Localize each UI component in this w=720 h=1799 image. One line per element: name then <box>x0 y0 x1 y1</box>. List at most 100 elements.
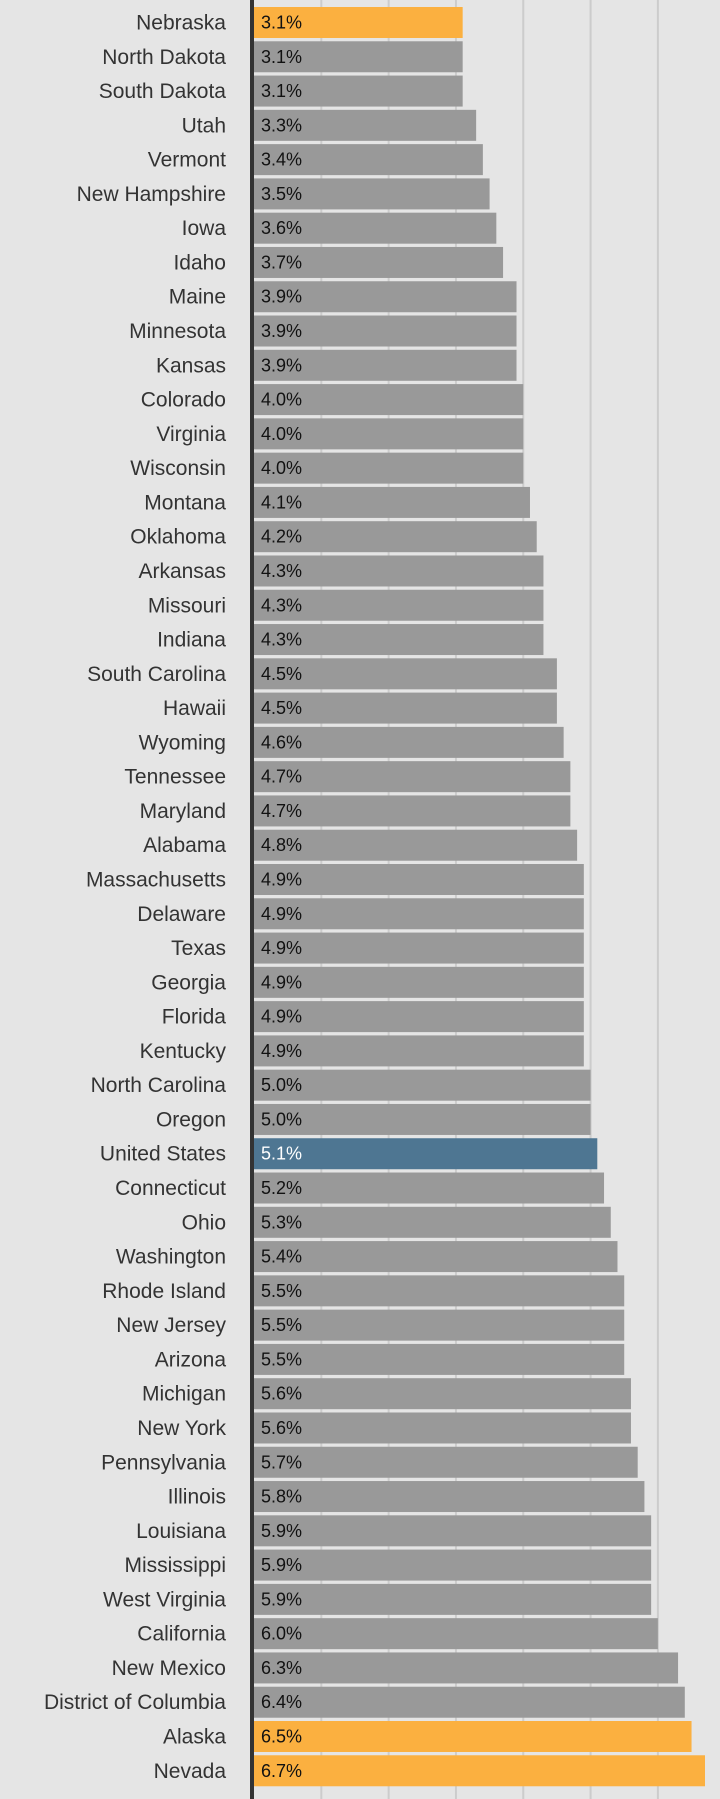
category-label-wisconsin: Wisconsin <box>130 457 226 480</box>
category-label-new-hampshire: New Hampshire <box>77 183 226 206</box>
value-label-arkansas: 4.3% <box>261 561 302 581</box>
value-label-idaho: 3.7% <box>261 252 302 272</box>
value-label-louisiana: 5.9% <box>261 1521 302 1541</box>
value-label-michigan: 5.6% <box>261 1384 302 1404</box>
category-label-iowa: Iowa <box>182 217 227 240</box>
category-label-west-virginia: West Virginia <box>103 1588 226 1611</box>
category-labels: Nebraska North Dakota South Dakota Utah Verm… <box>44 12 227 1783</box>
category-label-connecticut: Connecticut <box>115 1177 226 1200</box>
bar-united-states <box>254 1138 598 1170</box>
value-label-new-york: 5.6% <box>261 1418 302 1438</box>
bar-ohio <box>254 1206 611 1238</box>
bar-district-of-columbia <box>254 1686 685 1718</box>
value-label-west-virginia: 5.9% <box>261 1589 302 1609</box>
value-label-utah: 3.3% <box>261 115 302 135</box>
bar-mississippi <box>254 1549 652 1581</box>
bar-massachusetts <box>254 864 584 895</box>
bar-nebraska <box>254 7 463 38</box>
bar-connecticut <box>254 1172 605 1204</box>
bar-wyoming <box>254 726 564 758</box>
value-label-washington: 5.4% <box>261 1247 302 1267</box>
category-label-wyoming: Wyoming <box>139 731 226 754</box>
bar-south-carolina <box>254 658 557 690</box>
value-label-kansas: 3.9% <box>261 355 302 375</box>
category-label-pennsylvania: Pennsylvania <box>101 1451 226 1474</box>
category-label-kansas: Kansas <box>156 354 226 377</box>
category-label-south-carolina: South Carolina <box>87 663 226 686</box>
value-labels: 3.1% 3.1% 3.1% 3.3% 3.4% 3.5% 3.6% 3.7% 3.9% 3.9%… <box>261 13 302 1781</box>
bar-maryland <box>254 795 571 827</box>
bar-georgia <box>254 966 584 998</box>
category-label-maine: Maine <box>169 286 226 309</box>
category-label-oregon: Oregon <box>156 1108 226 1131</box>
value-label-new-mexico: 6.3% <box>261 1658 302 1678</box>
category-label-north-dakota: North Dakota <box>102 46 226 69</box>
bar-washington <box>254 1241 618 1273</box>
value-label-missouri: 4.3% <box>261 595 302 615</box>
bar-virginia <box>254 418 524 450</box>
value-label-indiana: 4.3% <box>261 630 302 650</box>
bar-texas <box>254 932 584 964</box>
value-label-maryland: 4.7% <box>261 801 302 821</box>
value-label-georgia: 4.9% <box>261 972 302 992</box>
bar-alaska <box>254 1721 692 1752</box>
value-label-maine: 3.9% <box>261 287 302 307</box>
value-label-virginia: 4.0% <box>261 424 302 444</box>
value-label-minnesota: 3.9% <box>261 321 302 341</box>
value-label-south-dakota: 3.1% <box>261 81 302 101</box>
value-label-california: 6.0% <box>261 1624 302 1644</box>
category-label-texas: Texas <box>171 937 226 960</box>
bar-oregon <box>254 1103 591 1135</box>
category-label-alaska: Alaska <box>163 1726 226 1749</box>
category-label-florida: Florida <box>162 1006 227 1029</box>
value-label-kentucky: 4.9% <box>261 1041 302 1061</box>
value-label-new-jersey: 5.5% <box>261 1315 302 1335</box>
bar-minnesota <box>254 315 517 347</box>
bar-idaho <box>254 246 504 278</box>
bar-michigan <box>254 1378 631 1410</box>
value-label-alabama: 4.8% <box>261 835 302 855</box>
category-label-north-carolina: North Carolina <box>91 1074 227 1097</box>
category-label-utah: Utah <box>182 114 226 137</box>
bar-north-dakota <box>254 41 463 73</box>
category-label-mississippi: Mississippi <box>124 1554 226 1577</box>
category-label-nebraska: Nebraska <box>136 12 226 35</box>
category-label-delaware: Delaware <box>137 903 226 926</box>
bar-florida <box>254 1001 584 1033</box>
bar-oklahoma <box>254 521 537 553</box>
bar-illinois <box>254 1481 645 1513</box>
bar-new-mexico <box>254 1652 679 1684</box>
value-label-north-carolina: 5.0% <box>261 1075 302 1095</box>
value-label-massachusetts: 4.9% <box>261 870 302 890</box>
bar-maine <box>254 281 517 313</box>
bar-new-hampshire <box>254 178 490 210</box>
value-label-north-dakota: 3.1% <box>261 47 302 67</box>
category-label-nevada: Nevada <box>154 1760 227 1783</box>
value-label-new-hampshire: 3.5% <box>261 184 302 204</box>
bar-rhode-island <box>254 1275 625 1307</box>
category-label-south-dakota: South Dakota <box>99 80 227 103</box>
value-label-illinois: 5.8% <box>261 1487 302 1507</box>
category-label-illinois: Illinois <box>168 1486 226 1509</box>
value-label-delaware: 4.9% <box>261 904 302 924</box>
category-label-louisiana: Louisiana <box>136 1520 226 1543</box>
bar-hawaii <box>254 692 557 724</box>
bar-iowa <box>254 212 497 244</box>
bar-vermont <box>254 144 483 176</box>
category-label-montana: Montana <box>144 491 226 514</box>
category-label-kentucky: Kentucky <box>140 1040 227 1063</box>
value-label-oregon: 5.0% <box>261 1109 302 1129</box>
value-label-rhode-island: 5.5% <box>261 1281 302 1301</box>
bar-utah <box>254 109 477 141</box>
value-label-nevada: 6.7% <box>261 1761 302 1781</box>
value-label-south-carolina: 4.5% <box>261 664 302 684</box>
value-label-alaska: 6.5% <box>261 1727 302 1747</box>
bar-nevada <box>254 1755 705 1787</box>
value-label-pennsylvania: 5.7% <box>261 1452 302 1472</box>
category-label-ohio: Ohio <box>182 1211 226 1234</box>
bar-pennsylvania <box>254 1446 638 1478</box>
value-label-vermont: 3.4% <box>261 150 302 170</box>
category-label-united-states: United States <box>100 1143 226 1166</box>
